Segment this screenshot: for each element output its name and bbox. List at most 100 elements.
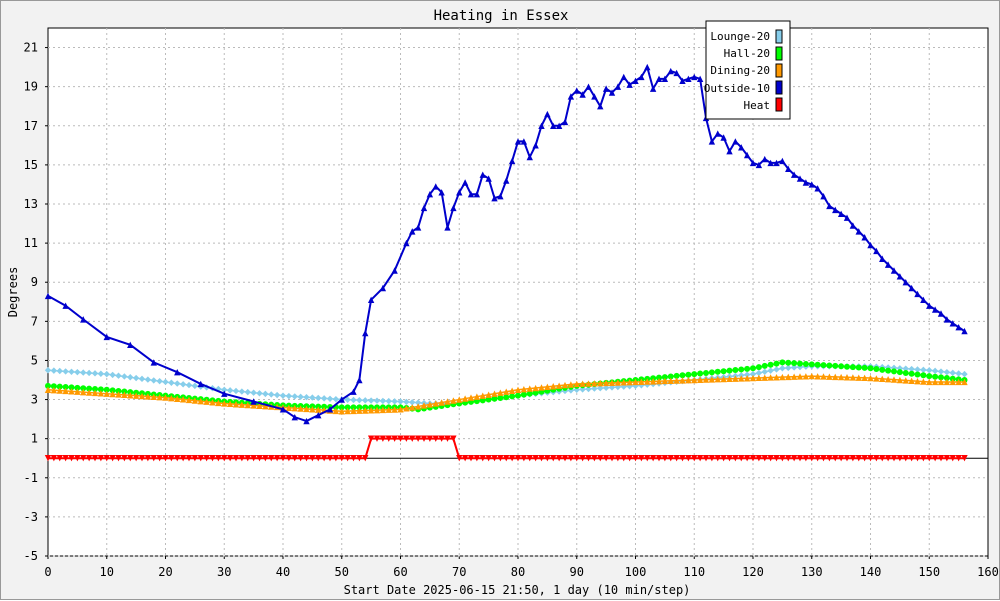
data-point-dining-20 [573,380,580,388]
data-point-hall-20 [773,360,780,367]
data-point-outside-10 [685,75,692,83]
data-point-dining-20 [620,379,627,386]
data-point-heat [191,455,199,462]
data-point-dining-20 [961,378,968,386]
data-point-hall-20 [926,373,933,380]
legend-label-heat: Heat [744,99,771,112]
y-tick-label: 21 [24,41,38,55]
data-point-heat [779,455,786,462]
data-point-outside-10 [808,181,815,188]
data-point-lounge-20 [150,377,157,384]
data-point-heat [479,455,486,462]
y-tick-label: 7 [31,314,38,328]
data-point-outside-10 [649,85,657,92]
data-point-heat [256,455,263,462]
data-point-heat [232,455,240,462]
legend-swatch-hall-20 [775,46,783,61]
data-point-dining-20 [614,379,622,386]
data-point-lounge-20 [138,375,146,383]
data-point-outside-10 [432,183,439,190]
data-point-heat [555,455,563,462]
data-point-outside-10 [620,73,627,81]
data-point-outside-10 [514,138,522,145]
data-point-outside-10 [103,333,110,341]
data-point-heat [74,455,81,462]
data-point-dining-20 [174,395,181,402]
data-point-heat [720,455,727,462]
data-point-outside-10 [555,122,563,129]
y-tick-label: 17 [24,119,38,133]
data-point-heat [802,455,810,462]
data-point-dining-20 [127,392,134,399]
data-point-outside-10 [726,148,733,155]
data-point-lounge-20 [103,370,110,378]
data-point-heat [820,455,827,462]
data-point-dining-20 [667,377,674,384]
data-point-heat [832,455,839,462]
data-point-lounge-20 [50,367,58,374]
data-point-lounge-20 [74,368,81,376]
data-point-heat [843,455,851,462]
data-point-outside-10 [467,191,475,198]
data-point-dining-20 [367,407,375,414]
data-point-outside-10 [796,175,804,182]
data-point-outside-10 [931,306,939,313]
data-point-lounge-20 [132,374,140,382]
series-line-outside-10 [47,64,966,423]
data-point-heat [867,455,874,462]
data-point-outside-10 [362,329,369,337]
data-point-dining-20 [256,402,263,410]
data-point-lounge-20 [91,370,99,377]
data-point-dining-20 [550,383,557,390]
data-point-hall-20 [673,372,680,379]
data-point-heat [591,455,598,462]
data-point-lounge-20 [362,397,369,404]
data-point-dining-20 [685,376,692,384]
data-point-outside-10 [644,63,651,71]
series-heat [44,435,968,462]
x-tick-label: 130 [801,565,823,579]
data-point-dining-20 [162,394,169,401]
data-point-heat [250,455,257,462]
data-point-heat [185,455,193,462]
data-point-lounge-20 [926,367,933,374]
data-point-heat [796,455,804,462]
data-point-outside-10 [174,368,181,376]
data-point-dining-20 [926,378,933,386]
data-point-dining-20 [673,377,680,384]
data-point-lounge-20 [356,396,363,404]
data-point-heat [943,455,951,462]
data-point-dining-20 [191,397,199,404]
data-point-lounge-20 [297,393,304,401]
data-point-hall-20 [526,390,533,397]
data-point-dining-20 [362,407,369,414]
legend-swatch-heat [775,97,783,112]
data-point-dining-20 [790,373,798,380]
data-point-lounge-20 [385,397,392,405]
data-point-heat [244,455,251,462]
data-point-dining-20 [303,405,310,413]
data-point-lounge-20 [144,376,152,383]
legend-label-hall: Hall-20 [724,47,770,60]
data-point-heat [726,455,733,462]
data-point-lounge-20 [585,385,592,393]
data-point-lounge-20 [97,370,105,377]
data-point-lounge-20 [943,368,951,376]
data-point-lounge-20 [168,379,175,386]
data-point-hall-20 [485,396,492,403]
data-point-heat [326,455,334,462]
data-point-outside-10 [655,75,663,83]
data-point-dining-20 [591,380,598,387]
data-point-hall-20 [914,371,921,378]
data-point-heat [291,455,298,462]
data-point-hall-20 [791,360,798,367]
data-point-heat [738,455,745,462]
data-point-heat [837,455,845,462]
data-point-heat [920,455,927,462]
data-point-dining-20 [297,405,304,412]
data-point-hall-20 [838,363,845,370]
data-point-lounge-20 [80,369,87,376]
data-point-dining-20 [238,401,246,408]
data-point-lounge-20 [373,397,381,404]
data-point-dining-20 [532,384,539,392]
